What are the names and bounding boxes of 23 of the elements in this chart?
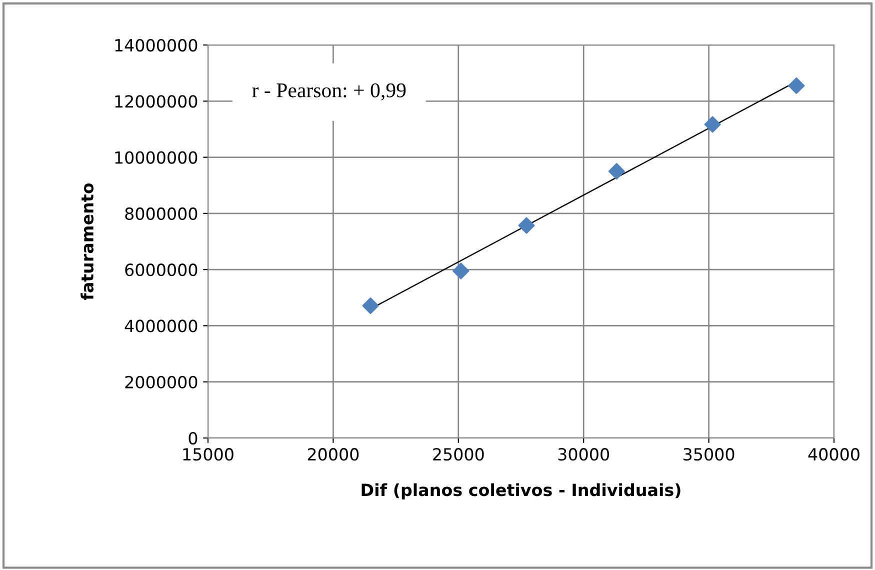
x-tick-label: 30000 (558, 448, 609, 461)
x-tick-label: 40000 (808, 448, 860, 461)
x-tick-label: 15000 (183, 448, 234, 461)
point (704, 116, 721, 133)
y-tick-label: 4000000 (124, 320, 198, 332)
x-tick-label: 25000 (433, 448, 484, 461)
y-tick-label: 14000000 (115, 38, 198, 52)
annotation: r - Pearson: + 0,99 (252, 83, 406, 100)
y-tick-label: 6000000 (125, 264, 198, 276)
point (452, 262, 470, 280)
x-tick-label: 20000 (308, 448, 359, 461)
point (608, 163, 625, 180)
point (518, 217, 535, 234)
y-tick-label: 0 (188, 432, 198, 445)
x-tick-label: 35000 (684, 448, 734, 461)
y-axis-title: faturamento (80, 183, 94, 300)
point (362, 297, 379, 314)
point (788, 77, 805, 94)
y-tick-label: 10000000 (115, 151, 198, 164)
y-tick-label: 8000000 (125, 207, 198, 220)
x-axis-title: Dif (planos coletivos - Individuais) (362, 483, 680, 500)
y-tick-label: 2000000 (125, 376, 198, 388)
y-tick-label: 12000000 (115, 95, 198, 108)
